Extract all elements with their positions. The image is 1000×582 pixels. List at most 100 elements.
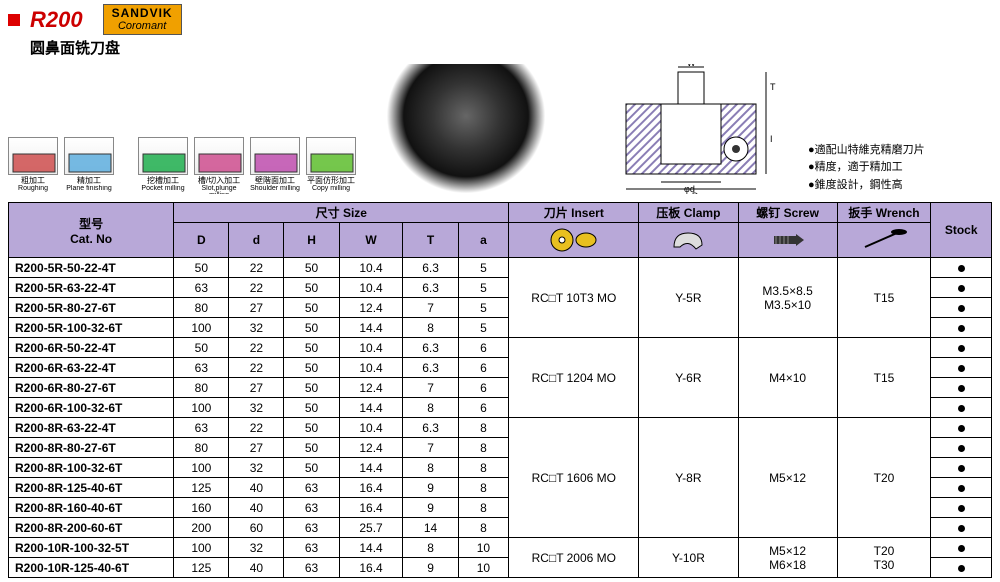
cell-a: 5 — [458, 278, 509, 298]
cell-W: 16.4 — [339, 558, 403, 578]
cell-a: 6 — [458, 358, 509, 378]
cell-stock — [931, 298, 992, 318]
cell-D: 63 — [174, 418, 229, 438]
cell-d: 40 — [229, 498, 284, 518]
bullet-icon — [8, 14, 20, 26]
cell-H: 50 — [284, 438, 339, 458]
cell-d: 32 — [229, 398, 284, 418]
cell-W: 16.4 — [339, 498, 403, 518]
screw-img-cell — [738, 223, 837, 258]
cell-cat: R200-5R-80-27-6T — [9, 298, 174, 318]
operation-icon: 精加工 Plane finishing — [64, 137, 114, 194]
stock-dot-icon — [958, 305, 965, 312]
stock-dot-icon — [958, 285, 965, 292]
cell-d: 27 — [229, 378, 284, 398]
technical-drawing: W T I φd φD — [606, 64, 796, 194]
icon-label-en: Copy milling — [306, 185, 356, 194]
cell-W: 16.4 — [339, 478, 403, 498]
note-line: ●精度，適于精加工 — [808, 159, 925, 177]
cell-H: 50 — [284, 258, 339, 278]
cell-a: 5 — [458, 258, 509, 278]
cell-cat: R200-5R-63-22-4T — [9, 278, 174, 298]
cell-T: 6.3 — [403, 278, 458, 298]
icon-label-en: Slot,plunge milling — [194, 185, 244, 194]
cell-T: 6.3 — [403, 258, 458, 278]
th-d: d — [229, 223, 284, 258]
cell-H: 50 — [284, 418, 339, 438]
operation-icon: 平面仿形加工 Copy milling — [306, 137, 356, 194]
th-a: a — [458, 223, 509, 258]
cell-cat: R200-8R-200-60-6T — [9, 518, 174, 538]
stock-dot-icon — [958, 545, 965, 552]
stock-dot-icon — [958, 425, 965, 432]
cell-D: 50 — [174, 338, 229, 358]
cell-clamp: Y-5R — [639, 258, 738, 338]
spec-table: 型号Cat. No 尺寸 Size 刀片 Insert 压板 Clamp 螺钉 … — [8, 202, 992, 578]
note-line: ●適配山特維克精磨刀片 — [808, 142, 925, 160]
table-row: R200-8R-63-22-4T 63 22 50 10.4 6.3 8RC□T… — [9, 418, 992, 438]
cell-T: 9 — [403, 498, 458, 518]
cell-screw: M5×12 — [738, 418, 837, 538]
cell-D: 125 — [174, 558, 229, 578]
cell-d: 40 — [229, 558, 284, 578]
stock-dot-icon — [958, 565, 965, 572]
stock-dot-icon — [958, 265, 965, 272]
icon-label-cn: 平面仿形加工 — [306, 175, 356, 185]
cell-H: 50 — [284, 378, 339, 398]
cell-D: 80 — [174, 298, 229, 318]
cell-screw: M4×10 — [738, 338, 837, 418]
cell-d: 32 — [229, 458, 284, 478]
cell-d: 40 — [229, 478, 284, 498]
cell-stock — [931, 338, 992, 358]
th-size: 尺寸 Size — [174, 203, 509, 223]
cell-cat: R200-6R-80-27-6T — [9, 378, 174, 398]
th-insert: 刀片 Insert — [509, 203, 639, 223]
table-row: R200-6R-50-22-4T 50 22 50 10.4 6.3 6RC□T… — [9, 338, 992, 358]
cell-H: 50 — [284, 278, 339, 298]
th-cat: 型号Cat. No — [9, 203, 174, 258]
operation-icon: 壁階面加工 Shoulder milling — [250, 137, 300, 194]
cell-T: 6.3 — [403, 338, 458, 358]
cell-H: 50 — [284, 298, 339, 318]
product-code: R200 — [30, 7, 83, 33]
cell-cat: R200-8R-125-40-6T — [9, 478, 174, 498]
cell-cat: R200-5R-50-22-4T — [9, 258, 174, 278]
cell-d: 60 — [229, 518, 284, 538]
cell-d: 22 — [229, 258, 284, 278]
cell-d: 22 — [229, 278, 284, 298]
icon-label-cn: 精加工 — [64, 175, 114, 185]
cell-T: 7 — [403, 378, 458, 398]
clamp-img-cell — [639, 223, 738, 258]
cell-H: 63 — [284, 478, 339, 498]
cell-W: 10.4 — [339, 278, 403, 298]
subtitle-cn: 圆鼻面铣刀盘 — [30, 37, 182, 58]
th-screw: 螺钉 Screw — [738, 203, 837, 223]
cell-stock — [931, 438, 992, 458]
stock-dot-icon — [958, 485, 965, 492]
cell-clamp: Y-8R — [639, 418, 738, 538]
header: R200 SANDVIK Coromant 圆鼻面铣刀盘 — [8, 4, 992, 58]
cell-stock — [931, 498, 992, 518]
cell-D: 63 — [174, 278, 229, 298]
cell-T: 7 — [403, 298, 458, 318]
product-photo — [386, 64, 546, 194]
icon-label-cn: 槽/切入加工 — [194, 175, 244, 185]
cell-D: 160 — [174, 498, 229, 518]
th-stock: Stock — [931, 203, 992, 258]
cell-stock — [931, 358, 992, 378]
icon-label-cn: 挖槽加工 — [138, 175, 188, 185]
cell-a: 6 — [458, 378, 509, 398]
cell-H: 50 — [284, 358, 339, 378]
wrench-img-cell — [837, 223, 931, 258]
cell-W: 14.4 — [339, 398, 403, 418]
stock-dot-icon — [958, 325, 965, 332]
cell-H: 63 — [284, 498, 339, 518]
cell-a: 8 — [458, 418, 509, 438]
cell-a: 8 — [458, 458, 509, 478]
cell-clamp: Y-6R — [639, 338, 738, 418]
note-line: ●錐度設計，鋼性高 — [808, 177, 925, 195]
cell-stock — [931, 458, 992, 478]
cell-a: 5 — [458, 298, 509, 318]
cell-a: 8 — [458, 498, 509, 518]
cell-stock — [931, 398, 992, 418]
